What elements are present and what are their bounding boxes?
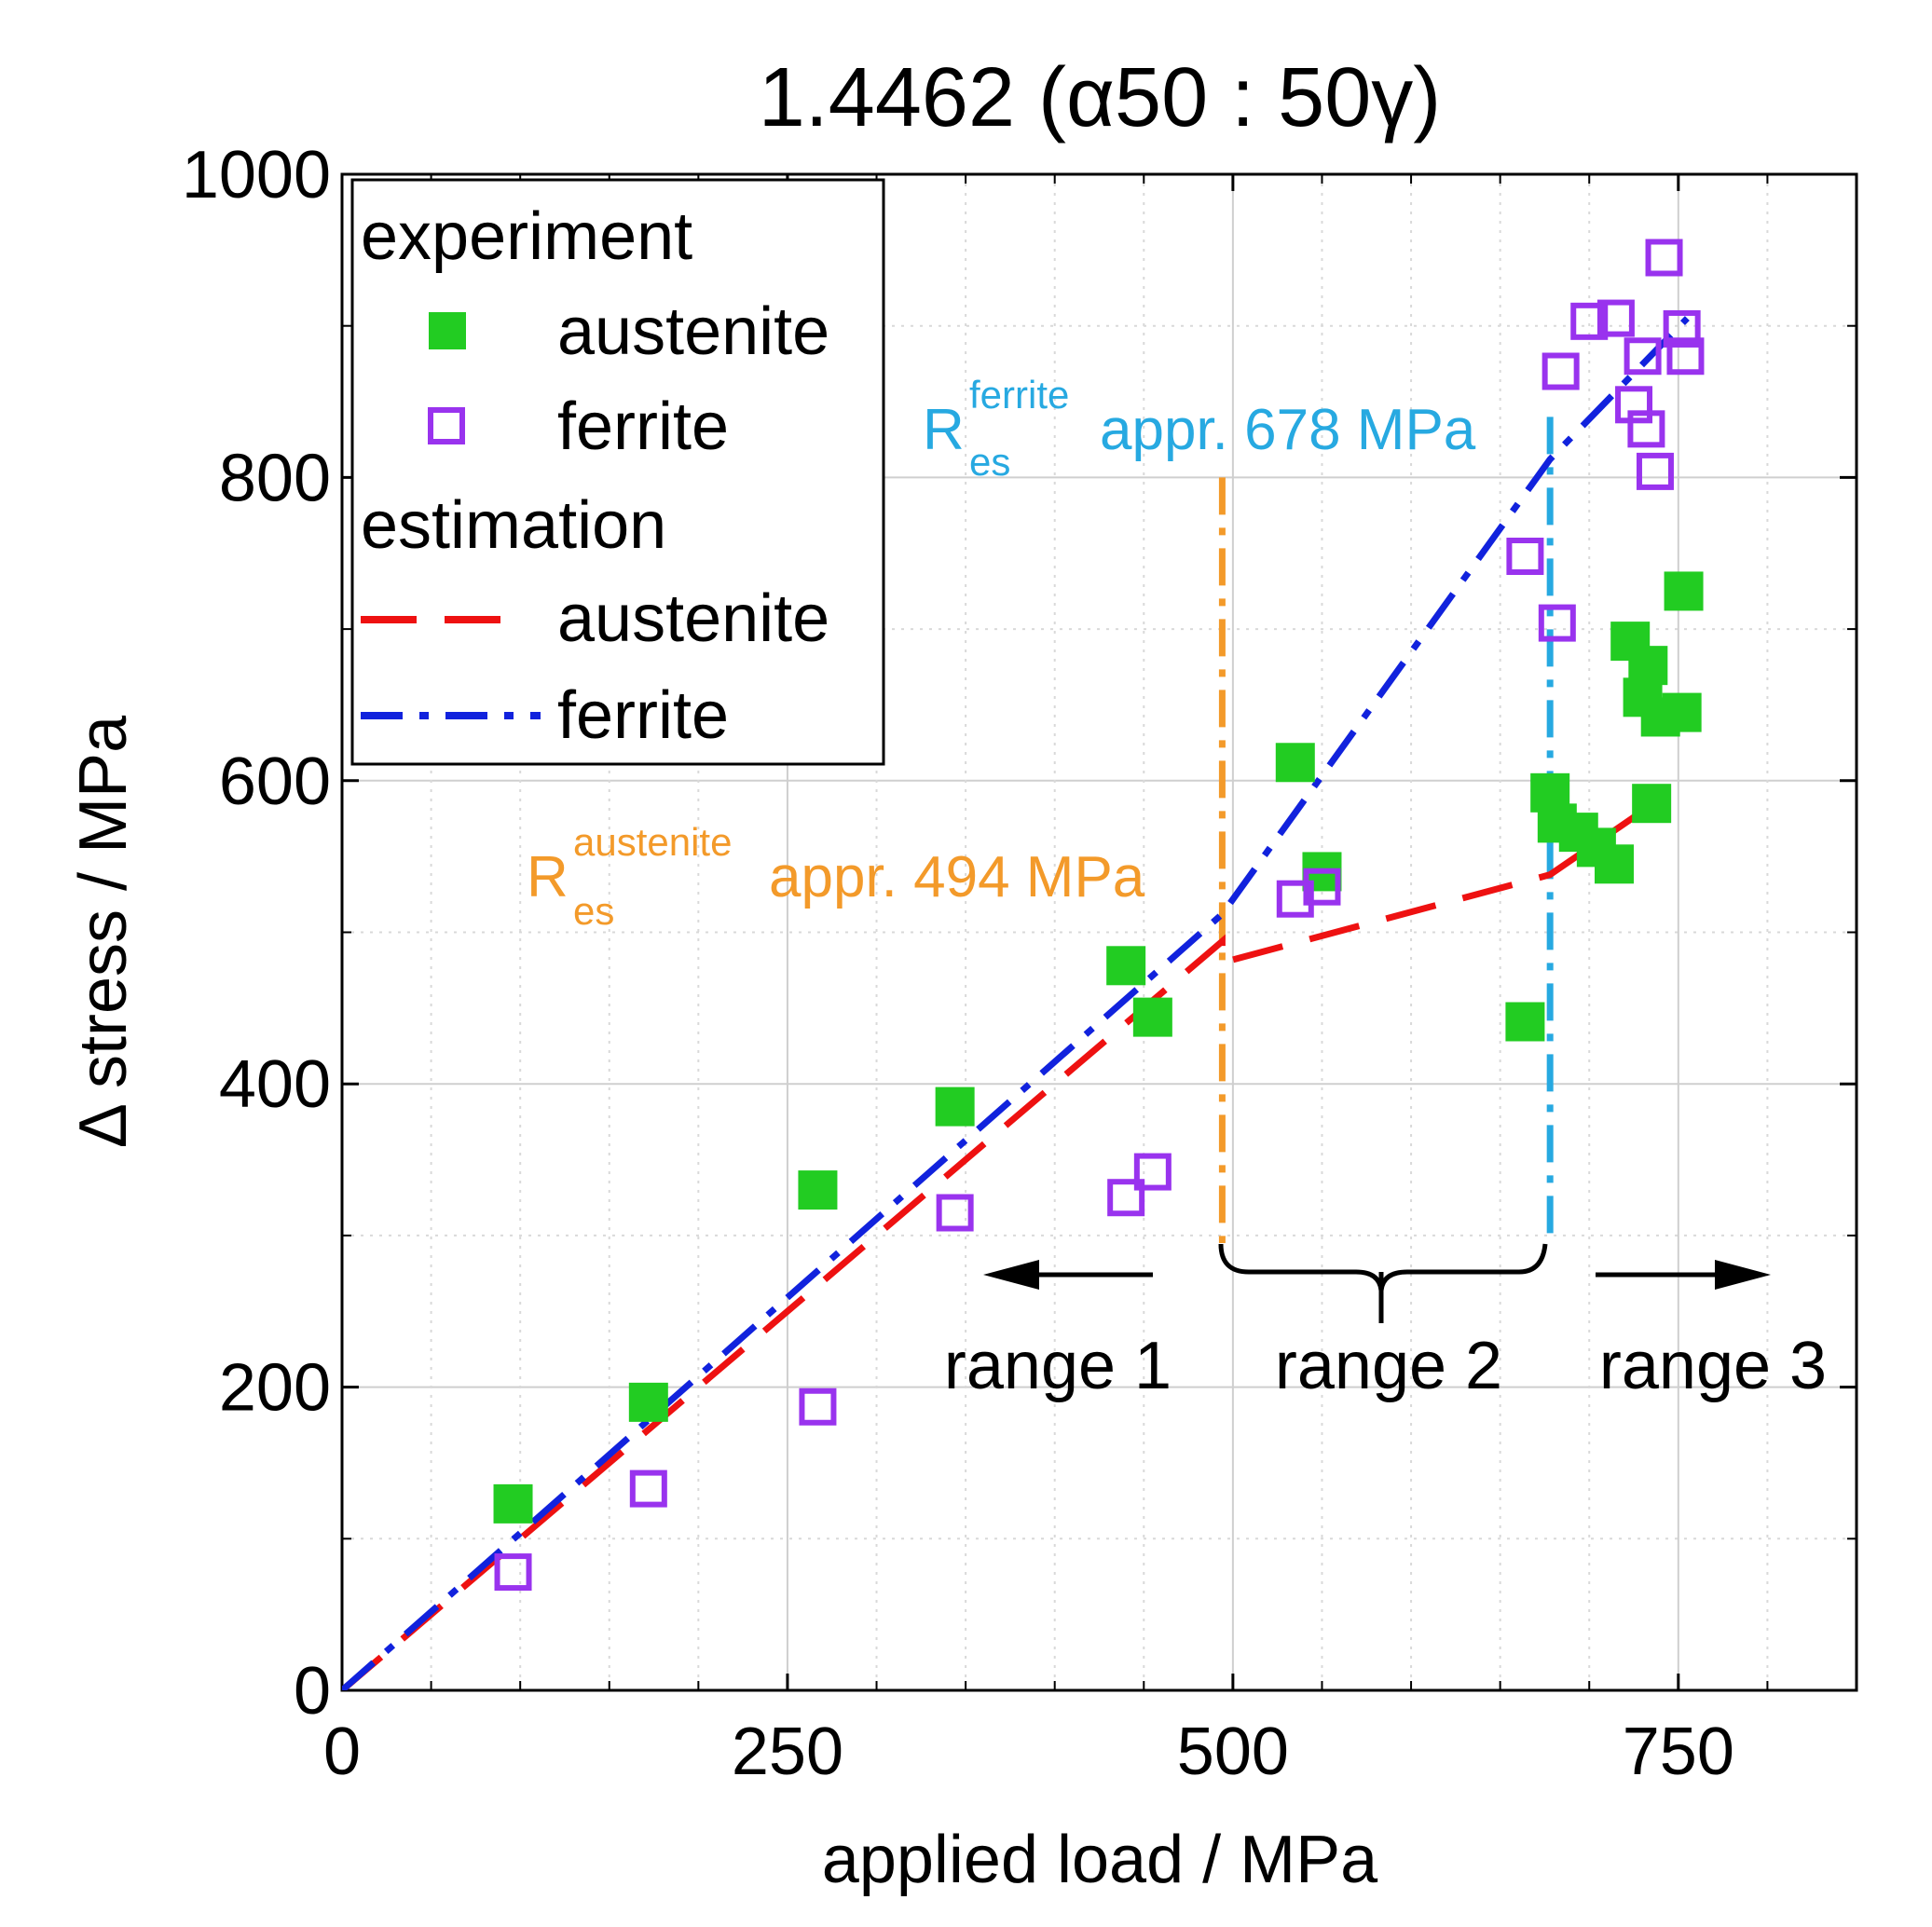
range2-label: range 2: [1275, 1329, 1502, 1403]
x-tick-label: 500: [1177, 1715, 1289, 1789]
ferrite-point: [936, 1194, 974, 1232]
res-austenite-annotation: R austenite es appr. 494 MPa: [527, 820, 1145, 933]
legend-exp-austenite-label: austenite: [557, 294, 829, 369]
austenite-point: [628, 1382, 668, 1422]
ferrite-point: [1663, 309, 1701, 348]
legend-est-austenite-label: austenite: [557, 581, 829, 656]
legend: experiment austenite ferrite estimation …: [350, 178, 885, 766]
res-ferrite-sub: es: [969, 440, 1010, 484]
ferrite-point: [799, 1387, 837, 1426]
res-ferrite-value: appr. 678 MPa: [1100, 398, 1476, 462]
legend-exp-ferrite-label: ferrite: [557, 390, 729, 464]
legend-box: [350, 178, 885, 766]
ferrite-point: [1541, 352, 1580, 390]
austenite-point: [1132, 997, 1172, 1037]
y-tick-label: 1000: [182, 138, 331, 212]
legend-exp-ferrite-marker: [428, 407, 465, 444]
legend-est-ferrite-label: ferrite: [557, 678, 729, 753]
res-ferrite-annotation: R ferrite es appr. 678 MPa: [923, 373, 1476, 484]
y-tick-label: 800: [219, 441, 331, 515]
res-austenite-value: appr. 494 MPa: [769, 845, 1145, 909]
x-tick-label: 0: [323, 1715, 361, 1789]
ferrite-point: [1596, 299, 1635, 337]
ferrite-point: [1133, 1153, 1172, 1191]
austenite-point: [935, 1086, 975, 1127]
res-ferrite-sup: ferrite: [969, 373, 1069, 417]
austenite-point: [1632, 784, 1672, 824]
range-annotations: range 1 range 2 range 3: [944, 1243, 1827, 1403]
y-tick-label: 400: [219, 1047, 331, 1122]
ferrite-point: [1627, 410, 1665, 448]
res-austenite-r: R: [527, 845, 569, 909]
legend-exp-austenite-marker: [429, 312, 466, 349]
res-ferrite-r: R: [923, 398, 965, 462]
austenite-point: [1595, 844, 1634, 884]
ferrite-point: [1666, 337, 1705, 376]
x-tick-label: 750: [1623, 1715, 1734, 1789]
range3-label: range 3: [1599, 1329, 1827, 1403]
range3-arrow-head: [1715, 1260, 1771, 1290]
estimation-lines: [342, 316, 1690, 1690]
austenite-point: [1664, 571, 1704, 611]
data-markers: [493, 239, 1705, 1592]
axis-ticks: 0 250 500 750 0 200 400 600 800 1000: [182, 138, 1857, 1789]
y-tick-label: 0: [294, 1654, 331, 1729]
ferrite-point: [1570, 302, 1609, 340]
y-tick-label: 600: [219, 745, 331, 819]
range1-label: range 1: [944, 1329, 1172, 1403]
austenite-point: [1275, 743, 1315, 783]
res-austenite-sup: austenite: [573, 820, 732, 864]
y-axis-label: Δ stress / MPa: [66, 715, 141, 1148]
range1-arrow-head: [983, 1260, 1039, 1290]
legend-experiment-title: experiment: [361, 199, 692, 274]
austenite-point: [493, 1483, 533, 1524]
ferrite-point: [1636, 452, 1674, 490]
x-tick-label: 250: [732, 1715, 843, 1789]
chart-title: 1.4462 (α50 : 50γ): [759, 51, 1441, 144]
ferrite-point: [494, 1553, 532, 1592]
estimation-ferrite-line: [342, 316, 1690, 1690]
austenite-point: [1628, 646, 1668, 686]
ferrite-point: [1615, 386, 1653, 424]
ferrite-point: [629, 1469, 667, 1508]
ferrite-point: [1107, 1179, 1145, 1217]
austenite-point: [798, 1170, 838, 1210]
ferrite-point: [1506, 538, 1544, 576]
res-austenite-sub: es: [573, 889, 614, 933]
austenite-point: [1662, 692, 1702, 732]
ferrite-point: [1624, 337, 1662, 376]
legend-estimation-title: estimation: [361, 488, 666, 563]
ferrite-point: [1538, 604, 1576, 642]
ferrite-point: [1276, 880, 1314, 918]
y-tick-label: 200: [219, 1351, 331, 1426]
x-axis-label: applied load / MPa: [822, 1823, 1378, 1897]
ferrite-point: [1303, 868, 1341, 906]
ferrite-point: [1645, 239, 1683, 277]
austenite-point: [1505, 1002, 1545, 1042]
austenite-point: [1106, 946, 1146, 986]
